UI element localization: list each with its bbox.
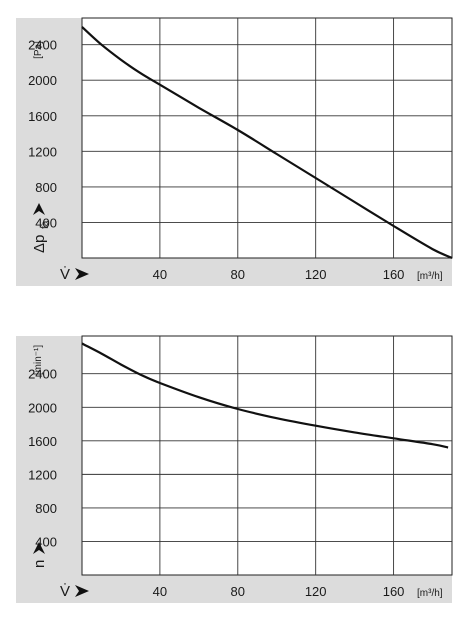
speed-x-arrow-icon [75, 585, 89, 597]
pressure-x-tick-labels: 40 80 120 160 [153, 267, 405, 282]
speed-grid [81, 335, 453, 576]
speed-x-tick-label: 120 [305, 584, 327, 599]
pressure-x-arrow-icon [75, 268, 89, 280]
speed-curve [81, 342, 449, 449]
pressure-x-tick-label: 120 [305, 267, 327, 282]
pressure-x-unit: [m³/h] [417, 271, 443, 282]
pressure-plot-area [82, 18, 452, 258]
pressure-y-tick-label: 800 [35, 180, 57, 195]
speed-y-arrow-icon [33, 542, 45, 554]
pressure-x-tick-label: 80 [231, 267, 245, 282]
pressure-y-subscript: fa [40, 220, 51, 229]
speed-y-tick-label: 2000 [28, 400, 57, 415]
speed-x-unit: [m³/h] [417, 588, 443, 599]
speed-plot-frame [81, 335, 453, 576]
speed-x-symbol-text: V̇ [60, 583, 70, 600]
speed-y-tick-label: 800 [35, 501, 57, 516]
pressure-y-arrow-icon [33, 203, 45, 215]
pressure-y-tick-label: 400 [35, 215, 57, 230]
pressure-y-tick-label: 1200 [28, 144, 57, 159]
pressure-x-symbol: V̇ [60, 266, 89, 283]
speed-y-tick-label: 2400 [28, 367, 57, 382]
pressure-plot-frame [81, 17, 453, 259]
pressure-curve [81, 26, 453, 260]
speed-x-axis-band [16, 575, 452, 603]
pressure-y-axis-band [16, 18, 82, 286]
pressure-y-unit: [Pa] [33, 41, 44, 59]
speed-y-unit: [min⁻¹] [33, 345, 44, 376]
pressure-x-axis-band [16, 258, 452, 286]
speed-y-axis-band [16, 336, 82, 603]
speed-x-tick-label: 160 [383, 584, 405, 599]
speed-y-symbol-text: n [31, 560, 48, 568]
pressure-y-tick-label: 2400 [28, 38, 57, 53]
pressure-y-tick-label: 2000 [28, 73, 57, 88]
speed-x-tick-label: 40 [153, 584, 167, 599]
pressure-y-tick-label: 1600 [28, 109, 57, 124]
pressure-y-tick-labels: 400 800 1200 1600 2000 2400 [28, 38, 57, 231]
speed-y-tick-label: 1600 [28, 434, 57, 449]
speed-x-symbol: V̇ [60, 583, 89, 600]
speed-plot-area [82, 336, 452, 575]
speed-x-tick-label: 80 [231, 584, 245, 599]
pressure-x-tick-label: 160 [383, 267, 405, 282]
pressure-y-symbol: Δp fa [31, 203, 51, 253]
speed-y-tick-label: 1200 [28, 467, 57, 482]
pressure-grid [81, 17, 453, 259]
pressure-y-symbol-text: Δp [31, 235, 48, 253]
pressure-x-symbol-text: V̇ [60, 266, 70, 283]
speed-x-tick-labels: 40 80 120 160 [153, 584, 405, 599]
pressure-x-tick-label: 40 [153, 267, 167, 282]
speed-y-symbol: n [31, 542, 48, 568]
pressure-chart: 400 800 1200 1600 2000 2400 40 80 120 160 [Pa] Δ… [16, 17, 453, 286]
